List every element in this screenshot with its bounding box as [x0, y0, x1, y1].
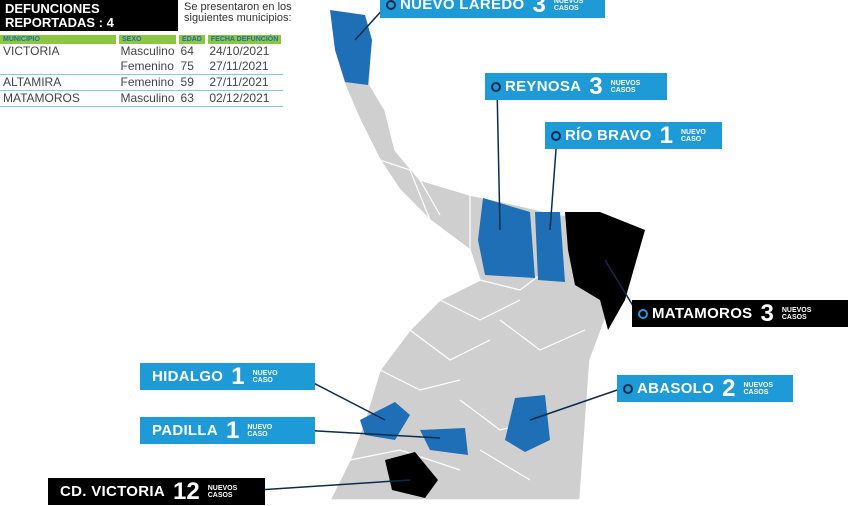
label-hidalgo: HIDALGO 1 NUEVO CASO [140, 363, 315, 390]
table-header: MUNICIPIO SEXO EDAD FECHA DEFUNCIÓN [0, 35, 285, 44]
header-title-line1: DEFUNCIONES [5, 1, 100, 16]
municipality-abasolo [505, 395, 550, 452]
label-reynosa: REYNOSA 3 NUEVOS CASOS [485, 73, 667, 100]
municipality-nuevo-laredo [330, 10, 372, 85]
label-matamoros: MATAMOROS 3 NUEVOS CASOS [632, 300, 848, 327]
table-row: Femenino 75 27/11/2021 [0, 59, 283, 75]
label-abasolo: ABASOLO 2 NUEVOS CASOS [617, 375, 793, 402]
municipality-matamoros [565, 212, 645, 330]
subtitle: Se presentaron en los siguientes municip… [184, 1, 292, 24]
label-nuevo-laredo: NUEVO LAREDO 3 NUEVOS CASOS [380, 0, 605, 18]
marker-icon [623, 384, 633, 394]
municipality-rio-bravo [535, 212, 565, 282]
header-title-line2: REPORTADAS : 4 [5, 15, 114, 30]
deaths-table: MUNICIPIO SEXO EDAD FECHA DEFUNCIÓN VICT… [0, 35, 285, 107]
label-cd-victoria: CD. VICTORIA 12 NUEVOS CASOS [48, 478, 265, 505]
marker-icon [386, 0, 396, 10]
table-row: MATAMOROS Masculino 63 02/12/2021 [0, 90, 283, 107]
municipal-borders [349, 159, 586, 481]
municipality-padilla [420, 428, 468, 455]
table-row: ALTAMIRA Femenino 59 27/11/2021 [0, 74, 283, 91]
marker-icon [551, 131, 561, 141]
municipality-victoria [385, 452, 438, 498]
marker-icon [491, 82, 501, 92]
municipality-hidalgo [360, 402, 410, 440]
label-padilla: PADILLA 1 NUEVO CASO [140, 417, 315, 444]
label-rio-bravo: RÍO BRAVO 1 NUEVO CASO [545, 122, 722, 149]
marker-icon [638, 309, 648, 319]
municipality-reynosa [478, 198, 535, 278]
table-row: VICTORIA Masculino 64 24/10/2021 [3, 44, 270, 58]
deaths-header: DEFUNCIONES REPORTADAS : 4 [0, 0, 178, 31]
